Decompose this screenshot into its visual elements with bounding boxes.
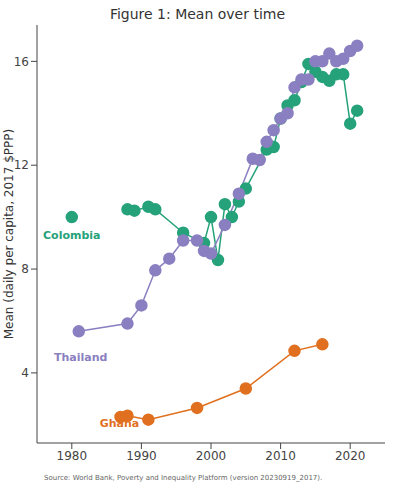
svg-text:12: 12 [13, 158, 29, 173]
svg-text:Colombia: Colombia [43, 229, 101, 242]
svg-text:Ghana: Ghana [100, 417, 140, 430]
svg-text:Thailand: Thailand [54, 351, 107, 364]
svg-text:Mean (daily per capita, 2017 $: Mean (daily per capita, 2017 $PPP) [8, 129, 16, 339]
svg-text:1990: 1990 [126, 449, 157, 463]
html-text:Figure 1: Mean over time: Figure 1: Mean over time [109, 6, 286, 22]
html-text:Source: World Bank, Poverty an: Source: World Bank, Poverty and Inequali… [44, 474, 323, 482]
svg-text:8: 8 [21, 262, 29, 276]
svg-text:2000: 2000 [196, 449, 227, 463]
svg-text:2010: 2010 [265, 449, 296, 463]
svg-text:4: 4 [21, 366, 29, 380]
svg-text:2020: 2020 [335, 449, 366, 463]
svg-text:16: 16 [14, 55, 29, 69]
svg-text:1980: 1980 [57, 449, 88, 463]
